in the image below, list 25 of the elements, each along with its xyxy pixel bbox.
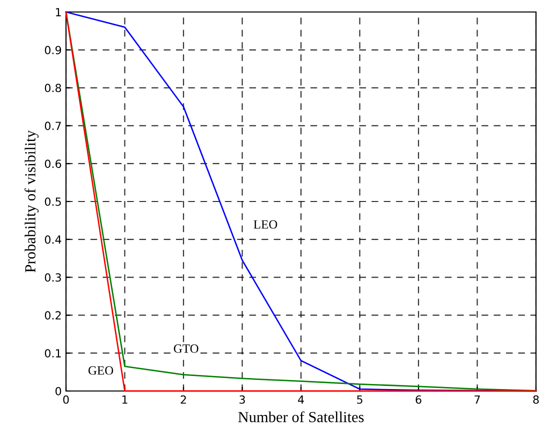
y-tick-label: 0.8	[44, 84, 62, 92]
x-tick-label: 2	[180, 395, 186, 404]
x-axis-title: Number of Satellites	[238, 411, 364, 422]
y-tick-label: 0.6	[44, 160, 62, 168]
x-tick-label: 7	[474, 396, 480, 404]
y-tick-label: 0.1	[44, 349, 61, 358]
y-axis-title: Probability of visibility	[24, 130, 39, 272]
x-tick-label: 3	[240, 395, 245, 404]
series-label: GEO	[88, 366, 114, 375]
y-tick-label: 0.3	[44, 273, 61, 282]
series-label: LEO	[254, 220, 278, 229]
series-label: GTO	[174, 344, 198, 353]
y-tick-label: 0.7	[44, 122, 61, 130]
x-tick-label: 4	[298, 396, 304, 404]
x-tick-label: 8	[533, 395, 539, 404]
x-tick-label: 5	[357, 396, 362, 404]
x-tick-label: 1	[122, 396, 128, 404]
x-tick-label: 6	[416, 395, 422, 404]
y-tick-label: 0.2	[44, 311, 61, 320]
y-tick-label: 0.4	[44, 235, 62, 244]
y-tick-label: 0.9	[44, 46, 62, 54]
x-tick-label: 0	[63, 395, 69, 404]
y-tick-label: 0	[55, 386, 62, 396]
y-tick-label: 1	[56, 8, 61, 16]
y-tick-label: 0.5	[44, 197, 61, 206]
